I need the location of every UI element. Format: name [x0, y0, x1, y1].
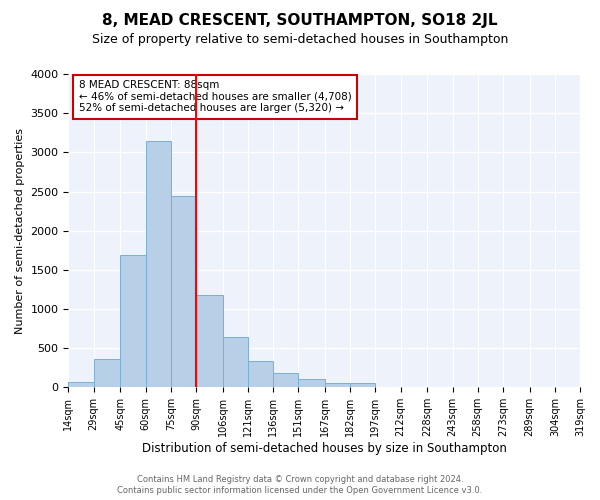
Bar [350, 384, 376, 388]
Bar [68, 382, 94, 388]
Bar [121, 255, 146, 388]
X-axis label: Distribution of semi-detached houses by size in Southampton: Distribution of semi-detached houses by … [142, 442, 506, 455]
Text: Size of property relative to semi-detached houses in Southampton: Size of property relative to semi-detach… [92, 32, 508, 46]
Bar [248, 362, 273, 388]
Bar [171, 196, 196, 388]
Text: Contains public sector information licensed under the Open Government Licence v3: Contains public sector information licen… [118, 486, 482, 495]
Bar [325, 383, 350, 388]
Bar [273, 373, 298, 388]
Bar [196, 295, 223, 388]
Bar [376, 386, 401, 388]
Text: 8, MEAD CRESCENT, SOUTHAMPTON, SO18 2JL: 8, MEAD CRESCENT, SOUTHAMPTON, SO18 2JL [102, 12, 498, 28]
Text: Contains HM Land Registry data © Crown copyright and database right 2024.: Contains HM Land Registry data © Crown c… [137, 475, 463, 484]
Bar [146, 140, 171, 388]
Text: 8 MEAD CRESCENT: 88sqm
← 46% of semi-detached houses are smaller (4,708)
52% of : 8 MEAD CRESCENT: 88sqm ← 46% of semi-det… [79, 80, 352, 114]
Y-axis label: Number of semi-detached properties: Number of semi-detached properties [15, 128, 25, 334]
Bar [223, 337, 248, 388]
Bar [94, 359, 121, 388]
Bar [298, 378, 325, 388]
